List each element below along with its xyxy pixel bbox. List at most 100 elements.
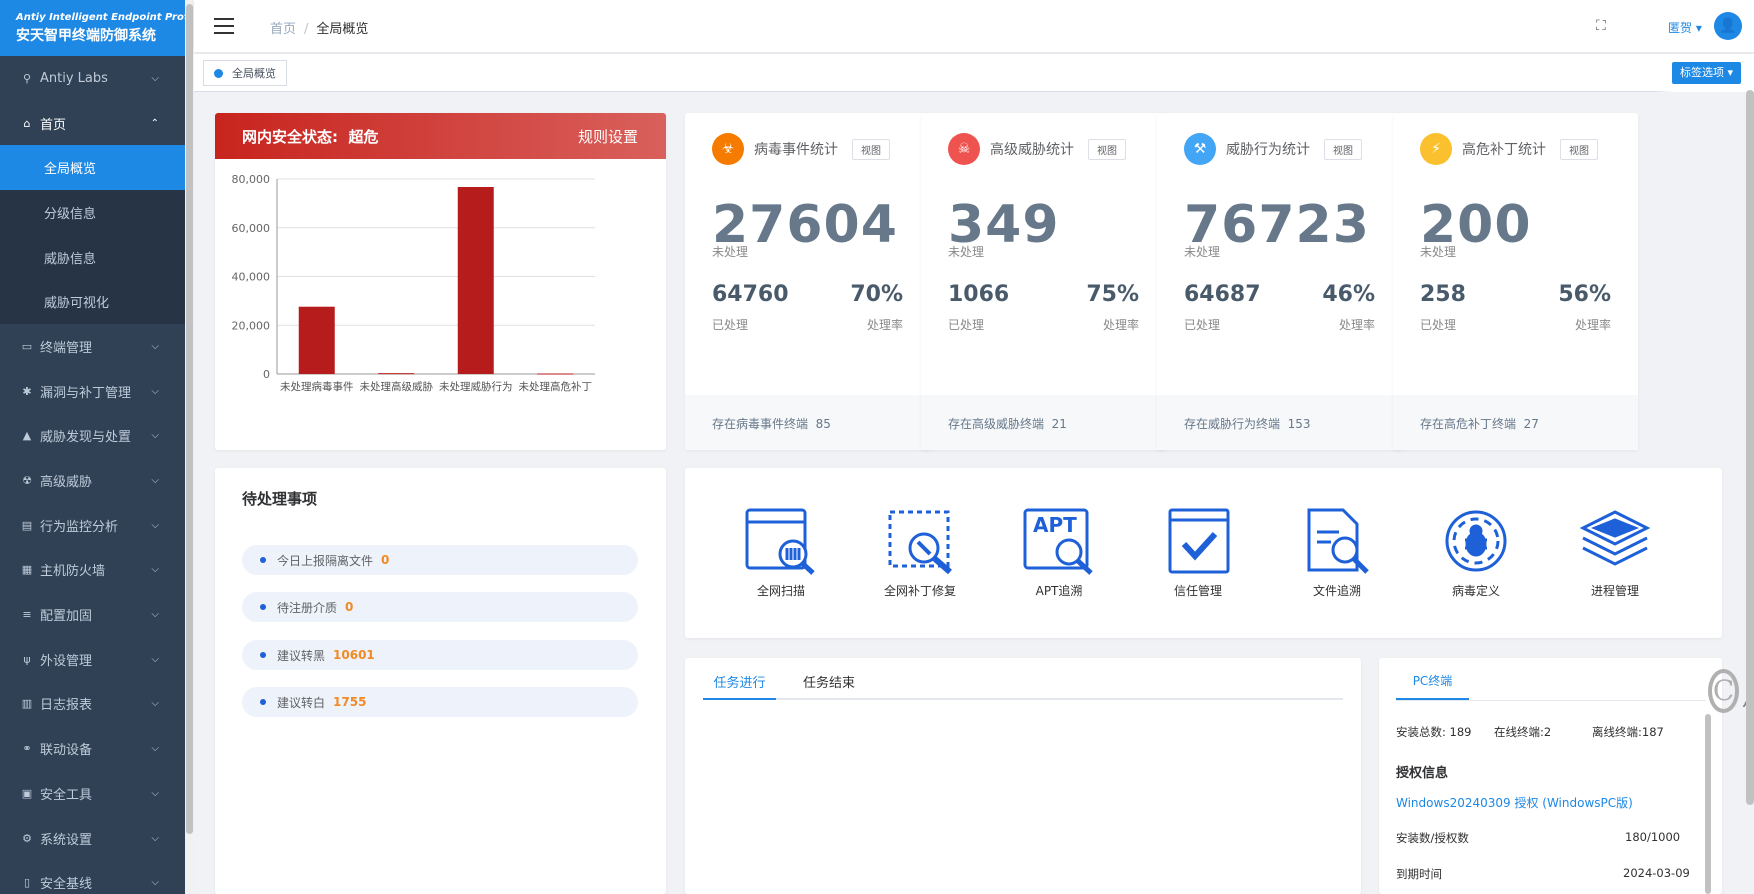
- sidebar-item-org[interactable]: ⚲ Antiy Labs ⌵: [0, 56, 185, 101]
- navbar: 首页 / 全局概览 ⛶ 匿贺 ▾ 👤: [194, 0, 1754, 52]
- tab-task-finished[interactable]: 任务结束: [803, 676, 856, 691]
- license-title: 授权信息: [1396, 766, 1449, 781]
- task-tabs: 任务进行 任务结束: [703, 672, 1343, 700]
- layers-icon: [1579, 510, 1651, 566]
- bar: [457, 186, 494, 374]
- sidebar-item-linkage[interactable]: ⚭ 联动设备 ⌵: [0, 726, 185, 771]
- tag-overview[interactable]: 全局概览: [203, 60, 287, 86]
- tab-task-running[interactable]: 任务进行: [703, 672, 776, 700]
- tool-trust-manage[interactable]: 信任管理: [1143, 506, 1253, 599]
- hamburger-icon[interactable]: [214, 18, 234, 34]
- todo-label: 建议转白: [277, 695, 326, 710]
- scrollbar-thumb[interactable]: [186, 4, 193, 834]
- sidebar-item-terminal[interactable]: ▭ 终端管理 ⌵: [0, 324, 185, 369]
- breadcrumb-current: 全局概览: [316, 22, 369, 37]
- sidebar-item-behavior[interactable]: ▤ 行为监控分析 ⌵: [0, 503, 185, 548]
- x-tick-label: 未处理威胁行为: [439, 380, 513, 393]
- sidebar-item-baseline[interactable]: ▯ 安全基线 ⌵: [0, 860, 185, 894]
- view-button[interactable]: 视图: [852, 138, 890, 160]
- x-tick-label: 未处理病毒事件: [280, 380, 354, 393]
- stat-title-row: ☠ 高级威胁统计 视图: [948, 133, 1126, 165]
- sidebar-item-peripheral[interactable]: ψ 外设管理 ⌵: [0, 637, 185, 682]
- sidebar-subitem-levels[interactable]: 分级信息: [0, 190, 185, 235]
- user-menu[interactable]: 匿贺 ▾: [1668, 19, 1702, 36]
- sidebar-item-label: 高级威胁: [40, 475, 93, 491]
- status-label: 网内安全状态:: [242, 127, 338, 146]
- tags-view: 全局概览 标签选项 ▾: [194, 54, 1754, 92]
- sidebar-subitem-threat-visual[interactable]: 威胁可视化: [0, 279, 185, 325]
- sidebar-item-label: 威胁发现与处置: [40, 430, 132, 446]
- sidebar-item-patch[interactable]: ✱ 漏洞与补丁管理 ⌵: [0, 369, 185, 414]
- bullet-icon: [260, 604, 266, 610]
- toolbox-icon: ▣: [21, 786, 33, 800]
- chevron-down-icon: ⌵: [151, 787, 159, 799]
- expire-label: 到期时间: [1396, 867, 1442, 881]
- todo-item[interactable]: 今日上报隔离文件 0: [242, 545, 638, 575]
- view-button[interactable]: 视图: [1088, 138, 1126, 160]
- warning-icon: ▲: [22, 429, 32, 443]
- handled-count: 1066: [948, 282, 1010, 307]
- view-button[interactable]: 视图: [1324, 138, 1362, 160]
- fullscreen-icon[interactable]: ⛶: [1596, 18, 1606, 34]
- avatar[interactable]: 👤: [1714, 12, 1742, 40]
- tool-label: APT追溯: [1035, 584, 1083, 598]
- rate-label: 处理率: [1102, 318, 1139, 332]
- sidebar-item-home[interactable]: ⌂ 首页 ⌃: [0, 101, 185, 146]
- chevron-down-icon: ⌵: [151, 519, 159, 531]
- sidebar-item-logs[interactable]: ▥ 日志报表 ⌵: [0, 682, 185, 727]
- rule-settings-link[interactable]: 规则设置: [577, 127, 638, 146]
- sidebar-subitem-overview[interactable]: 全局概览: [0, 145, 185, 191]
- pc-scrollbar[interactable]: [1705, 714, 1711, 894]
- license-name-link[interactable]: Windows20240309 授权 (WindowsPC版): [1396, 796, 1633, 810]
- tools-icon: ⚒: [1184, 133, 1216, 165]
- sidebar-item-threat-discovery[interactable]: ▲ 威胁发现与处置 ⌵: [0, 414, 185, 459]
- view-button[interactable]: 视图: [1560, 138, 1598, 160]
- todo-item[interactable]: 建议转白 1755: [242, 687, 638, 717]
- handle-rate: 56%: [1558, 282, 1611, 307]
- tool-network-scan[interactable]: 全网扫描: [726, 506, 836, 599]
- tool-virus-definition[interactable]: 病毒定义: [1421, 506, 1531, 599]
- sidebar-item-tools[interactable]: ▣ 安全工具 ⌵: [0, 771, 185, 816]
- sidebar-item-advanced-threat[interactable]: ☢ 高级威胁 ⌵: [0, 458, 185, 503]
- sidebar-item-hardening[interactable]: ≡ 配置加固 ⌵: [0, 592, 185, 637]
- tag-options-button[interactable]: 标签选项 ▾: [1672, 62, 1742, 84]
- app-logo[interactable]: Antiy Intelligent Endpoint Protection 安天…: [0, 0, 185, 56]
- tool-label: 全网扫描: [756, 584, 805, 598]
- sidebar-item-settings[interactable]: ⚙ 系统设置 ⌵: [0, 816, 185, 861]
- page-scrollbar[interactable]: [1746, 90, 1754, 805]
- tag-label: 全局概览: [232, 67, 276, 80]
- virus-icon: ☣: [712, 133, 744, 165]
- tool-apt-trace[interactable]: APT APT追溯: [1004, 506, 1114, 599]
- location-icon: ⚲: [22, 71, 32, 85]
- breadcrumb-home[interactable]: 首页: [270, 22, 297, 37]
- caret-down-icon: ▾: [1695, 21, 1702, 35]
- usb-icon: ψ: [23, 652, 31, 666]
- chevron-down-icon: ⌵: [151, 743, 159, 755]
- handled-count: 64687: [1184, 282, 1261, 307]
- stat-title: 高级威胁统计: [990, 142, 1074, 158]
- status-level: 超危: [348, 127, 379, 146]
- todo-item[interactable]: 建议转黑 10601: [242, 640, 638, 670]
- tab-pc-terminal[interactable]: PC终端: [1396, 672, 1469, 700]
- tool-file-trace[interactable]: 文件追溯: [1282, 506, 1392, 599]
- offline-terminals: 离线终端:187: [1592, 725, 1664, 739]
- chevron-down-icon: ⌵: [151, 475, 159, 487]
- chevron-down-icon: ⌵: [151, 564, 159, 576]
- sidebar-subitem-threat-info[interactable]: 威胁信息: [0, 234, 185, 280]
- sidebar-item-firewall[interactable]: ▦ 主机防火墙 ⌵: [0, 548, 185, 593]
- tool-process-manage[interactable]: 进程管理: [1560, 506, 1670, 599]
- footer-count: 153: [1287, 417, 1311, 431]
- sidebar-scrollbar[interactable]: [185, 0, 194, 894]
- quick-tools-card: 全网扫描 全网补丁修复 APT APT追溯 信任管理 文件追溯 病毒定义 进程管…: [685, 468, 1722, 638]
- install-auth-value: 180/1000: [1625, 830, 1681, 844]
- tool-patch-repair[interactable]: 全网补丁修复: [865, 506, 975, 599]
- tool-label: 信任管理: [1173, 584, 1222, 598]
- todo-item[interactable]: 待注册介质 0: [242, 592, 638, 622]
- bug-icon: ✱: [22, 384, 32, 398]
- handled-label: 已处理: [1184, 318, 1221, 332]
- virus-target-icon: [1445, 510, 1507, 572]
- y-tick-label: 40,000: [232, 271, 271, 284]
- monitor-icon: ▭: [21, 339, 33, 353]
- chevron-down-icon: ⌵: [151, 340, 159, 352]
- sidebar-item-label: 终端管理: [40, 340, 93, 356]
